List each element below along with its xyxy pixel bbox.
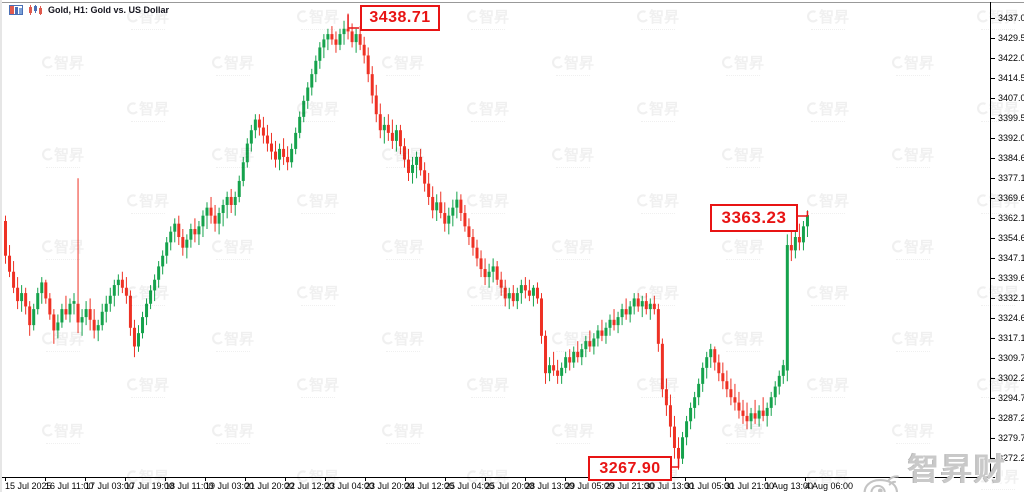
time-axis-label: 4 Aug 06:00 xyxy=(805,481,854,491)
time-axis-label: 30 Jul 13:00 xyxy=(645,481,695,491)
price-axis-label: 3407.07 xyxy=(998,92,1024,103)
weibo-eye-icon xyxy=(863,475,899,492)
price-axis-label: 3369.62 xyxy=(998,192,1024,203)
brand-watermark-text: 智昇财论 xyxy=(908,452,1008,487)
price-axis-label: 3362.13 xyxy=(998,212,1024,223)
price-axis-label: 3384.60 xyxy=(998,152,1024,163)
price-axis-label: 3324.68 xyxy=(998,312,1024,323)
time-axis-label: 16 Jul 11:00 xyxy=(45,481,94,491)
price-axis-label: 3429.54 xyxy=(998,32,1024,43)
high-price-label[interactable]: 3438.71 xyxy=(360,5,440,31)
price-axis-label: 3354.64 xyxy=(998,232,1024,243)
price-axis-label: 3392.09 xyxy=(998,132,1024,143)
price-axis-label: 3309.70 xyxy=(998,352,1024,363)
price-axis-label: 3422.05 xyxy=(998,52,1024,63)
time-axis-label: 29 Jul 05:00 xyxy=(565,481,615,491)
time-axis-label: 17 Jul 19:00 xyxy=(125,481,175,491)
chart-title: Gold, H1: Gold vs. US Dollar xyxy=(48,5,170,15)
time-axis-label: 31 Jul 05:00 xyxy=(685,481,735,491)
candlestick-chart-icon[interactable] xyxy=(28,5,43,15)
low-price-label[interactable]: 3267.90 xyxy=(588,456,672,481)
time-axis-label: 23 Jul 20:00 xyxy=(365,481,415,491)
time-axis-label: 22 Jul 12:00 xyxy=(285,481,335,491)
chart-header: Gold, H1: Gold vs. US Dollar xyxy=(9,5,169,15)
time-axis-label: 1 Aug 13:00 xyxy=(765,481,814,491)
time-axis-label: 18 Jul 11:00 xyxy=(165,481,214,491)
time-axis-label: 21 Jul 20:00 xyxy=(245,481,295,491)
price-axis-label: 3279.74 xyxy=(998,432,1024,443)
time-axis-label: 15 Jul 2025 xyxy=(5,481,52,491)
price-axis-label: 3287.23 xyxy=(998,412,1024,423)
time-axis-label: 17 Jul 03:00 xyxy=(85,481,135,491)
time-axis-label: 23 Jul 04:00 xyxy=(325,481,375,491)
price-axis-label: 3317.19 xyxy=(998,332,1024,343)
time-axis-label: 24 Jul 12:00 xyxy=(405,481,455,491)
price-axis-label: 3347.15 xyxy=(998,252,1024,263)
time-axis-label: 25 Jul 20:00 xyxy=(485,481,535,491)
price-axis-label: 3414.56 xyxy=(998,72,1024,83)
market-watch-icon[interactable] xyxy=(9,5,23,15)
time-axis-label: 31 Jul 21:00 xyxy=(725,481,775,491)
price-axis-label: 3339.66 xyxy=(998,272,1024,283)
time-axis-label: 25 Jul 04:00 xyxy=(445,481,495,491)
price-axis-label: 3399.58 xyxy=(998,112,1024,123)
price-axis-label: 3377.11 xyxy=(998,172,1024,183)
price-axis-label: 3294.72 xyxy=(998,392,1024,403)
last-price-label[interactable]: 3363.23 xyxy=(710,204,798,232)
time-axis-label: 19 Jul 03:00 xyxy=(205,481,255,491)
time-axis-label: 29 Jul 21:00 xyxy=(605,481,655,491)
price-axis-label: 3302.21 xyxy=(998,372,1024,383)
time-axis-label: 28 Jul 13:00 xyxy=(525,481,575,491)
brand-watermark: 智昇财论 xyxy=(862,444,1024,492)
price-axis-label: 3272.25 xyxy=(998,452,1024,463)
price-axis-label: 3332.17 xyxy=(998,292,1024,303)
price-axis-label: 3437.03 xyxy=(998,13,1024,23)
